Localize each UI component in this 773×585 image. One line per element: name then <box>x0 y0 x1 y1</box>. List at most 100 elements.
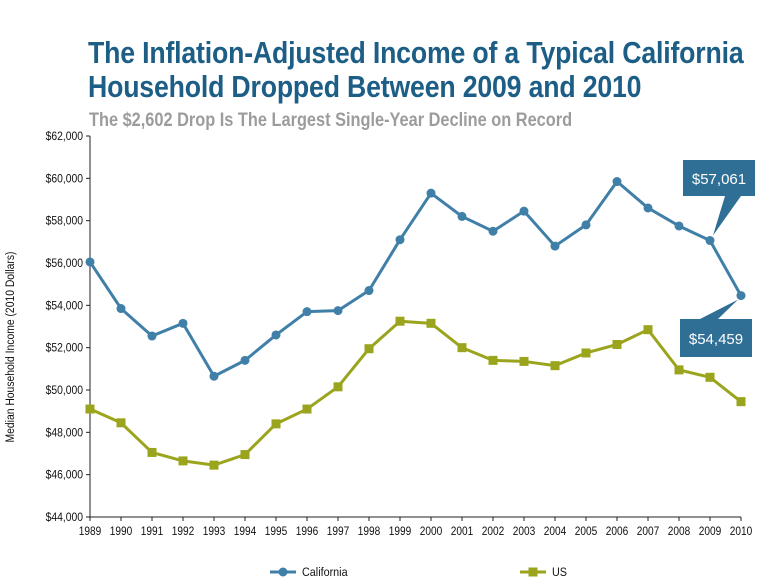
legend-item-us: US <box>520 567 567 580</box>
y-axis-ticks: $44,000 $46,000 $48,000 $50,000 $52,000 $54,0… <box>46 131 90 525</box>
callouts: $57,061 $54,459 <box>680 160 755 357</box>
x-tick-label: 2007 <box>637 525 660 538</box>
data-point-california <box>457 211 467 221</box>
data-point-california <box>364 286 374 296</box>
data-point-california <box>705 236 715 246</box>
callout-box <box>683 160 755 196</box>
series-line-us <box>89 319 742 467</box>
y-tick-label: $60,000 <box>46 173 83 186</box>
series-line-california <box>88 180 743 378</box>
data-point-us <box>705 372 715 382</box>
data-point-california <box>395 235 405 245</box>
y-tick-label: $48,000 <box>46 427 83 440</box>
data-point-us <box>488 355 498 365</box>
x-tick-label: 2009 <box>699 525 722 538</box>
x-axis-ticks: 1989 1990 1991 1992 1993 1994 1995 1996 1997 1998… <box>79 517 753 538</box>
data-point-us <box>674 365 684 375</box>
x-tick-label: 2004 <box>544 525 567 538</box>
x-tick-label: 2005 <box>575 525 598 538</box>
x-tick-label: 2000 <box>420 525 443 538</box>
legend-label: US <box>552 567 567 580</box>
y-tick-label: $50,000 <box>46 385 83 398</box>
data-point-us <box>240 450 250 460</box>
y-tick-label: $44,000 <box>46 512 83 525</box>
x-tick-label: 1995 <box>265 525 288 538</box>
x-tick-label: 1990 <box>110 525 133 538</box>
data-point-us <box>333 382 343 392</box>
data-point-california <box>519 206 529 216</box>
data-point-california <box>302 307 312 317</box>
chart-title-line-1: The Inflation-Adjusted Income of a Typic… <box>88 35 744 70</box>
x-tick-label: 1997 <box>327 525 350 538</box>
data-point-us <box>426 318 436 328</box>
data-point-us <box>457 343 467 353</box>
y-axis-title: Median Household Income (2010 Dollars) <box>5 252 18 443</box>
data-point-california <box>736 291 746 301</box>
data-point-us <box>147 447 157 457</box>
y-tick-label: $58,000 <box>46 215 83 228</box>
data-point-california <box>116 304 126 314</box>
data-point-us <box>612 339 622 349</box>
data-point-california <box>178 318 188 328</box>
legend: California US <box>270 567 567 580</box>
data-point-us <box>178 456 188 466</box>
x-tick-label: 2010 <box>730 525 753 538</box>
x-tick-label: 2008 <box>668 525 691 538</box>
data-point-us <box>116 418 126 428</box>
data-point-us <box>364 344 374 354</box>
data-point-us <box>581 348 591 358</box>
series-california <box>85 177 746 381</box>
series-us <box>85 316 746 470</box>
x-tick-label: 2001 <box>451 525 474 538</box>
data-point-california <box>643 203 653 213</box>
data-point-us <box>395 316 405 326</box>
data-point-california <box>85 257 95 267</box>
data-point-california <box>612 177 622 187</box>
callout-2010: $54,459 <box>680 299 752 357</box>
data-point-us <box>643 325 653 335</box>
y-tick-label: $56,000 <box>46 258 83 271</box>
chart-subtitle: The $2,602 Drop Is The Largest Single-Ye… <box>89 110 573 131</box>
chart-title: The Inflation-Adjusted Income of a Typic… <box>88 35 744 104</box>
data-point-us <box>550 361 560 371</box>
x-tick-label: 2006 <box>606 525 629 538</box>
callout-label: $57,061 <box>692 171 746 188</box>
legend-swatch-marker <box>528 567 538 577</box>
chart-title-line-2: Household Dropped Between 2009 and 2010 <box>88 69 642 104</box>
y-tick-label: $52,000 <box>46 342 83 355</box>
data-point-us <box>209 460 219 470</box>
x-tick-label: 2002 <box>482 525 505 538</box>
x-tick-label: 1998 <box>358 525 381 538</box>
x-tick-label: 1996 <box>296 525 319 538</box>
y-tick-label: $62,000 <box>46 131 83 144</box>
legend-swatch-marker <box>278 567 288 577</box>
data-point-us <box>302 404 312 414</box>
x-tick-label: 1999 <box>389 525 412 538</box>
data-point-california <box>581 220 591 230</box>
x-tick-label: 1989 <box>79 525 102 538</box>
callout-pointer <box>700 299 738 319</box>
x-tick-label: 2003 <box>513 525 536 538</box>
data-point-california <box>240 355 250 365</box>
data-point-us <box>85 404 95 414</box>
chart-axes <box>89 136 741 518</box>
data-point-us <box>736 397 746 407</box>
x-tick-label: 1994 <box>234 525 257 538</box>
series-layer <box>85 177 746 470</box>
x-tick-label: 1993 <box>203 525 226 538</box>
legend-label: California <box>302 567 348 580</box>
data-point-us <box>271 419 281 429</box>
y-tick-label: $46,000 <box>46 469 83 482</box>
data-point-california <box>550 241 560 251</box>
y-tick-label: $54,000 <box>46 300 83 313</box>
data-point-california <box>333 306 343 316</box>
data-point-california <box>426 188 436 198</box>
callout-label: $54,459 <box>689 331 743 348</box>
data-point-california <box>147 331 157 341</box>
callout-pointer <box>713 196 741 236</box>
callout-2009: $57,061 <box>683 160 755 236</box>
legend-item-california: California <box>270 567 348 580</box>
data-point-california <box>674 221 684 231</box>
x-tick-label: 1991 <box>141 525 164 538</box>
